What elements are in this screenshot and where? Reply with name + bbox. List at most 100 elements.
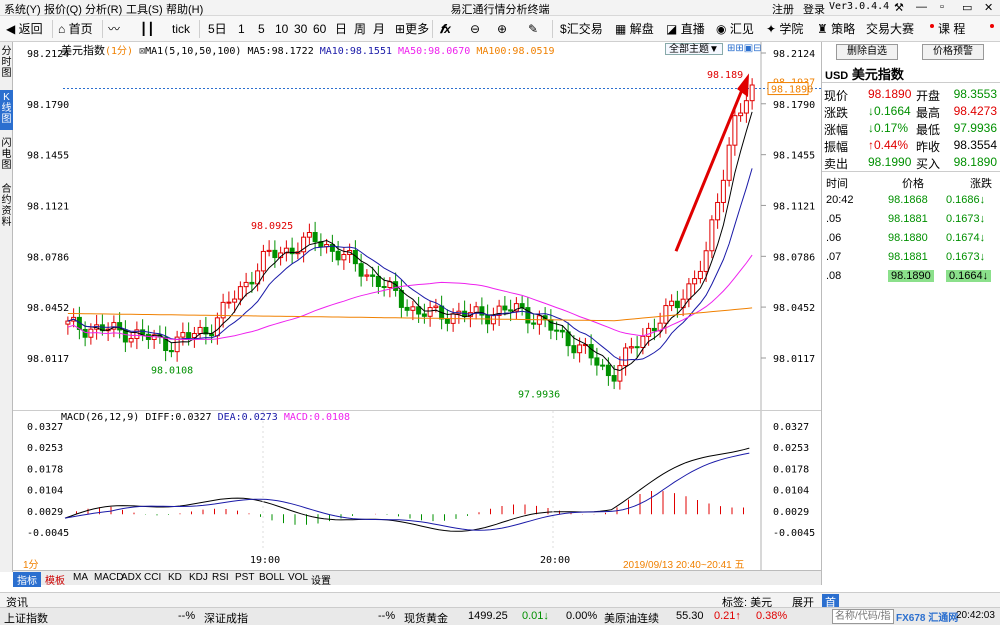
quote-panel: 删除自选 价格预警 USD 美元指数 现价 98.1890 开盘 98.3553 涨跌 ↓… xyxy=(821,42,1000,585)
huijian-label: 汇见 xyxy=(729,22,754,36)
huijian-button[interactable]: ◉ 汇见 xyxy=(716,20,754,38)
kecheng-button[interactable]: 课 程 xyxy=(938,22,966,36)
tab-kline[interactable]: K线图 xyxy=(0,90,13,130)
quote-label: 涨幅 xyxy=(824,123,849,137)
menu-tools[interactable]: 工具(S) xyxy=(126,4,163,16)
zhibo-button[interactable]: ◪ 直播 xyxy=(666,20,705,38)
ticker-shanghai-name[interactable]: 上证指数 xyxy=(4,613,48,625)
candle-body xyxy=(709,219,715,252)
menu-quote[interactable]: 报价(Q) xyxy=(44,4,82,16)
chart-period: (1分) xyxy=(105,46,134,57)
candle-body xyxy=(559,329,565,333)
tab-rsi[interactable]: RSI xyxy=(212,572,229,583)
minimize-icon[interactable]: — xyxy=(916,1,927,13)
period-week[interactable]: 周 xyxy=(354,22,367,36)
dasai-button[interactable]: 交易大赛 xyxy=(866,22,915,36)
ticker-shenzhen-name[interactable]: 深证成指 xyxy=(204,613,248,625)
home-button[interactable]: ⌂ 首页 xyxy=(58,20,93,38)
kline-chart[interactable]: 美元指数(1分) ⊠MA1(5,10,50,100) MA5:98.1722 M… xyxy=(13,42,821,410)
tab-boll[interactable]: BOLL xyxy=(259,572,285,583)
period-10[interactable]: 10 xyxy=(275,22,289,36)
right-tick-label: 98.1790 xyxy=(773,100,815,111)
tab-flash[interactable]: 闪电图 xyxy=(1,138,12,171)
menu-analysis[interactable]: 分析(R) xyxy=(85,4,123,16)
trade-change: 0.1673↓ xyxy=(946,251,986,263)
expand-button[interactable]: 展开 xyxy=(792,597,814,609)
macd-chart[interactable]: MACD(26,12,9) DIFF:0.0327 DEA:0.0273 MAC… xyxy=(13,410,821,571)
period-60[interactable]: 60 xyxy=(313,22,327,36)
candle-body xyxy=(140,329,146,335)
symbol-code: USD xyxy=(825,70,849,82)
tab-kdj[interactable]: KDJ xyxy=(189,572,208,583)
zoom-in-icon[interactable]: ⊕ xyxy=(497,22,508,36)
chart-line-icon[interactable]: 〰 xyxy=(108,22,121,36)
ticker-oil-name[interactable]: 美原油连续 xyxy=(604,613,659,625)
trade-header-change: 涨跌 xyxy=(970,178,992,190)
tab-macd[interactable]: MACD xyxy=(94,572,124,583)
chart-layout-icons[interactable]: ⊞⊞▣⊟ xyxy=(727,43,762,54)
jiepan-button[interactable]: ▦ 解盘 xyxy=(615,20,654,38)
macd-right-tick: 0.0327 xyxy=(773,422,809,433)
maximize-icon[interactable]: ▫ xyxy=(940,1,944,13)
right-tick-label: 98.2124 xyxy=(773,49,815,60)
macd-dea: DEA:0.0273 xyxy=(217,412,278,423)
toolbar: ◀ 返回 ⌂ 首页 〰 ┃┃ tick 5日 1 5 10 30 60 日 周 … xyxy=(0,16,1000,42)
candle-body xyxy=(749,84,755,102)
zoom-out-icon[interactable]: ⊖ xyxy=(470,22,481,36)
news-label[interactable]: 资讯 xyxy=(6,597,28,609)
xueyuan-button[interactable]: ✦ 学院 xyxy=(766,20,803,38)
candle-body xyxy=(669,300,675,307)
tab-contract-info[interactable]: 合约资料 xyxy=(1,184,12,228)
tab-vol[interactable]: VOL xyxy=(288,572,309,583)
candle-body xyxy=(479,306,485,316)
tab-indicator[interactable]: 指标 xyxy=(13,572,41,587)
trade-change: 0.1674↓ xyxy=(946,232,986,244)
first-badge[interactable]: 首 xyxy=(822,594,839,610)
celue-button[interactable]: ♜ 策略 xyxy=(817,20,855,38)
period-day[interactable]: 日 xyxy=(335,22,348,36)
more-button[interactable]: ⊞更多 xyxy=(395,20,429,38)
trade-price: 98.1881 xyxy=(888,251,928,263)
delete-watchlist-button[interactable]: 删除自选 xyxy=(836,44,898,60)
tab-settings[interactable]: 设置 xyxy=(311,576,331,587)
tab-cci[interactable]: CCI xyxy=(144,572,162,583)
peak-annotation: 98.189 xyxy=(707,70,743,81)
tab-ma[interactable]: MA xyxy=(73,572,88,583)
tab-timeshare[interactable]: 分时图 xyxy=(1,46,12,79)
tab-pst[interactable]: PST xyxy=(235,572,255,583)
restore-icon[interactable]: ▭ xyxy=(962,2,973,14)
candle-body xyxy=(628,346,634,349)
period-30[interactable]: 30 xyxy=(294,22,308,36)
menu-system[interactable]: 系统(Y) xyxy=(4,4,41,16)
left-tick-label: 98.1121 xyxy=(27,201,69,212)
price-alert-button[interactable]: 价格预警 xyxy=(922,44,984,60)
tab-template[interactable]: 模板 xyxy=(45,576,65,587)
register-link[interactable]: 注册 xyxy=(772,4,794,16)
menu-help[interactable]: 帮助(H) xyxy=(166,4,204,16)
period-5d[interactable]: 5日 xyxy=(208,22,227,36)
tab-adx[interactable]: ADX xyxy=(121,572,142,583)
huijiaoyi-button[interactable]: $汇交易 xyxy=(560,20,603,38)
period-month[interactable]: 月 xyxy=(373,22,386,36)
candle-body xyxy=(577,344,583,354)
candle-icon[interactable]: ┃┃ xyxy=(140,22,155,36)
close-icon[interactable]: ✕ xyxy=(984,2,994,14)
draw-tool-icon[interactable]: ✎ xyxy=(528,22,539,36)
candle-body xyxy=(122,329,128,343)
title-bar: 系统(Y) 报价(Q) 分析(R) 工具(S) 帮助(H) 易汇通行情分析终端 … xyxy=(0,0,1000,16)
candle-body xyxy=(111,322,117,330)
candle-body xyxy=(289,247,295,255)
back-button[interactable]: ◀ 返回 xyxy=(6,20,43,38)
tick-button[interactable]: tick xyxy=(172,22,190,36)
theme-dropdown[interactable]: 全部主题▼ xyxy=(665,43,723,55)
ticker-gold-name[interactable]: 现货黄金 xyxy=(404,613,448,625)
search-input[interactable] xyxy=(832,609,894,624)
formula-button[interactable]: 𝒇x xyxy=(440,22,451,36)
period-1[interactable]: 1 xyxy=(238,22,245,36)
macd-right-tick: 0.0104 xyxy=(773,486,809,497)
settings-icon[interactable]: ⚒ xyxy=(894,2,904,14)
tab-kd[interactable]: KD xyxy=(168,572,182,583)
left-tick-label: 98.0452 xyxy=(27,303,69,314)
login-link[interactable]: 登录 xyxy=(803,4,825,16)
period-5[interactable]: 5 xyxy=(258,22,265,36)
